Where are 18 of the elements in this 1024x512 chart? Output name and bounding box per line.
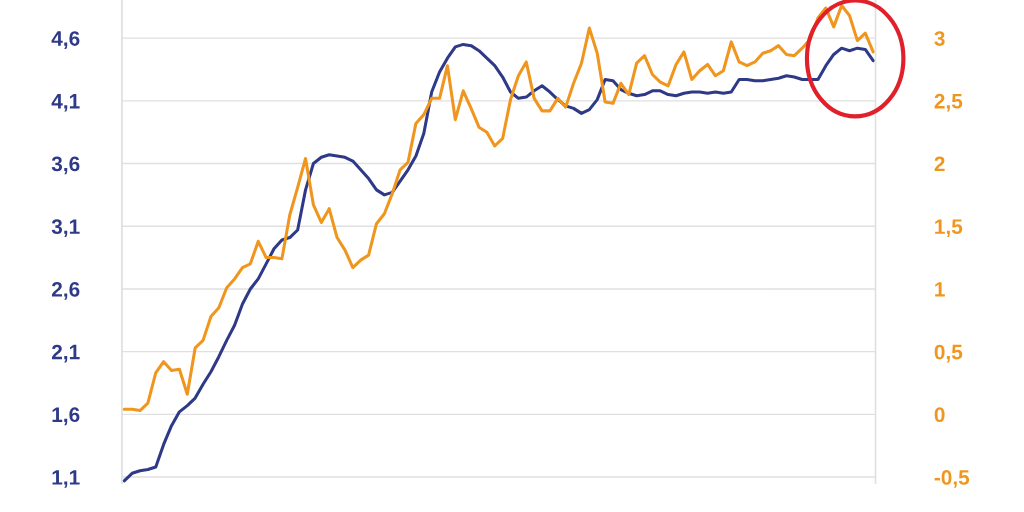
y-tick-label: 4,6 [51,31,80,49]
y-tick-label: 1,6 [52,407,80,426]
y-tick-label: 2,6 [51,281,80,300]
y2-tick-label: 1,5 [935,219,963,238]
y2-tick-label: 2 [934,156,945,172]
y2-tick-label: 0 [934,407,945,423]
y2-tick-label: 2,5 [934,93,963,112]
y-tick-label: 4,1 [51,94,80,112]
y2-tick-label: 3 [934,31,945,46]
y-tick-label: 2,1 [51,344,80,363]
line-series [122,4,875,413]
y-tick-label: 3,6 [51,156,80,175]
y2-tick-label: 1 [935,282,945,297]
y-tick-label: 3,1 [51,219,80,238]
y2-tick-label: -0,5 [934,470,970,488]
y-tick-label: 1,1 [52,470,80,488]
line-series [122,42,875,483]
y2-tick-label: 0,5 [934,344,963,363]
